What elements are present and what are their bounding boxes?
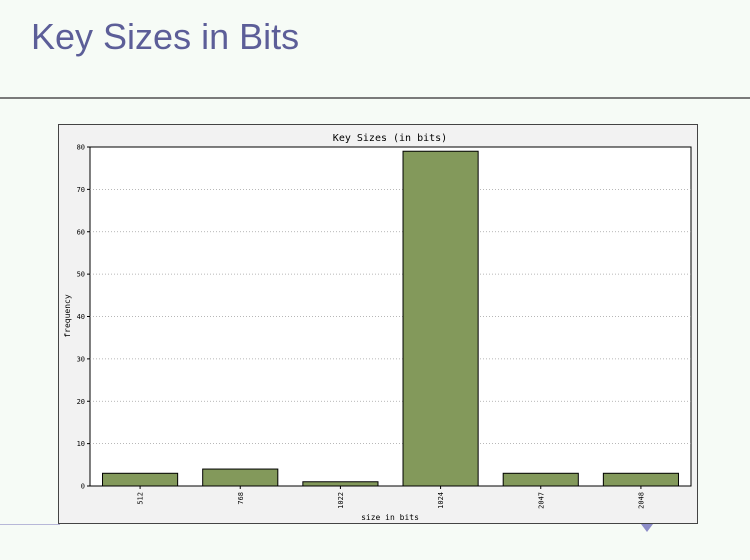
bar-1022: [302, 481, 379, 487]
chart-title: Key Sizes (in bits): [333, 133, 447, 144]
y-tick-label: 40: [77, 313, 85, 321]
y-tick-label: 80: [77, 144, 85, 152]
y-axis-ticks: 0 10 20 30 40 50 60 70 80: [77, 144, 90, 491]
x-axis-ticks: 512 768 1022 1024 2047 2048: [137, 486, 645, 509]
bar-2048: [602, 472, 679, 487]
y-tick-label: 20: [77, 398, 85, 406]
x-axis-label: size in bits: [361, 513, 419, 522]
y-tick-label: 10: [77, 440, 85, 448]
x-tick-label: 1024: [437, 492, 445, 509]
title-divider: [0, 97, 750, 99]
y-tick-label: 0: [81, 483, 85, 491]
y-tick-label: 30: [77, 355, 85, 363]
bars: [102, 150, 679, 487]
y-axis-label: frequency: [63, 294, 72, 338]
bar-1024: [402, 150, 479, 487]
footer-divider: [0, 524, 60, 525]
y-tick-label: 70: [77, 186, 85, 194]
x-tick-label: 768: [237, 492, 245, 505]
bar-512: [102, 472, 179, 487]
slide-title: Key Sizes in Bits: [31, 16, 300, 57]
y-tick-label: 60: [77, 228, 85, 236]
bar-768: [202, 468, 279, 487]
bar-2047: [502, 472, 579, 487]
grid-lines: [90, 188, 691, 445]
x-tick-label: 2048: [637, 492, 645, 509]
x-tick-label: 1022: [337, 492, 345, 509]
y-tick-label: 50: [77, 271, 85, 279]
x-tick-label: 512: [137, 492, 145, 505]
x-tick-label: 2047: [537, 492, 545, 509]
chart-panel: Key Sizes (in bits) 0 10 20 30 40 50 60 70 80 51…: [58, 124, 698, 524]
bar-chart: Key Sizes (in bits) 0 10 20 30 40 50 60 70 80 51…: [63, 133, 692, 522]
